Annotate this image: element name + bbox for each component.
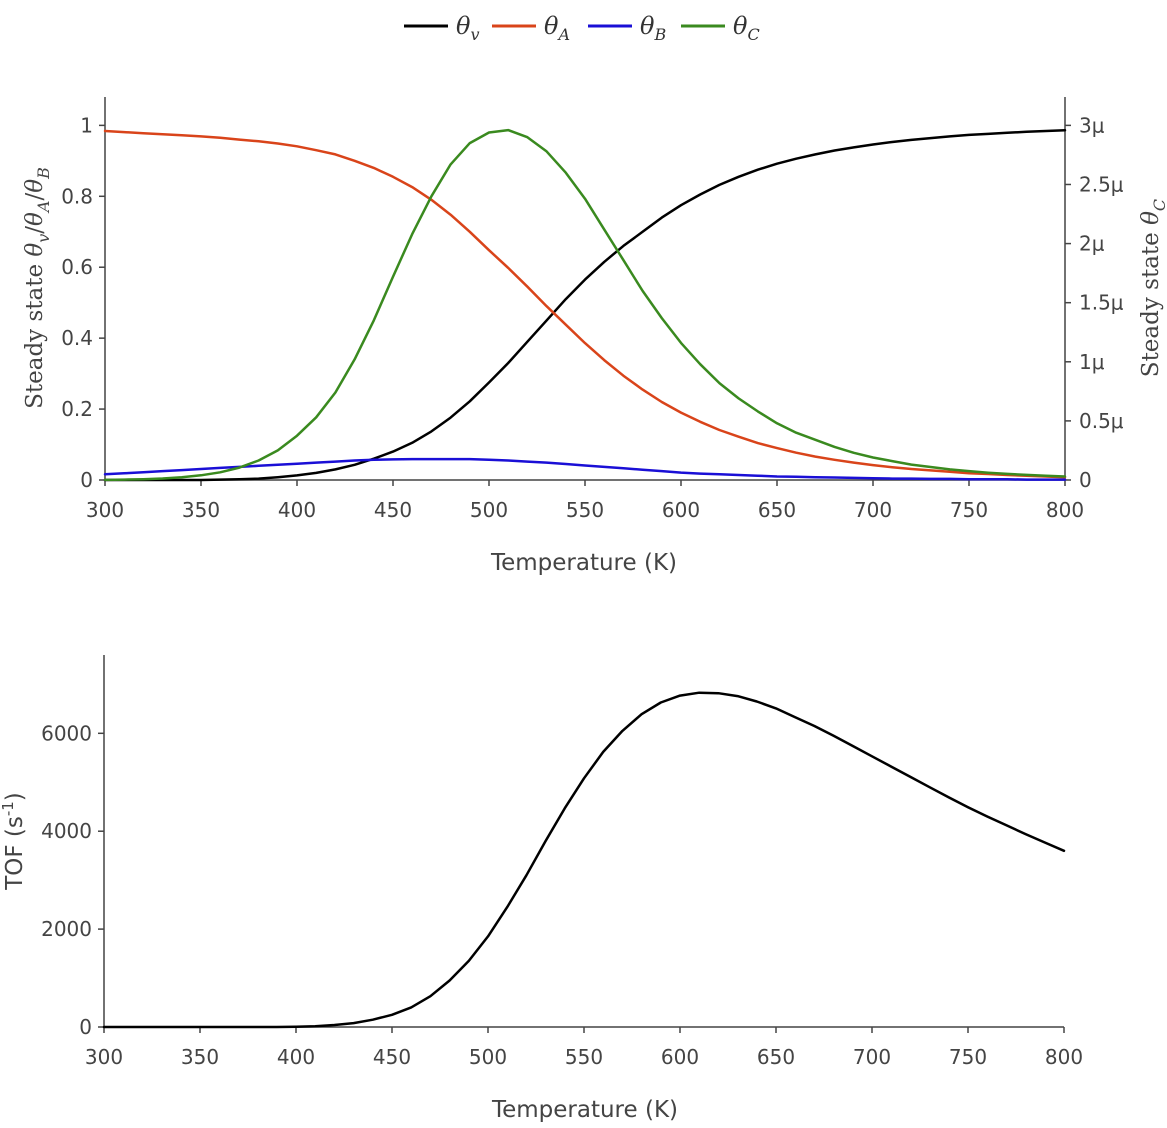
tof-y-tick-label: 4000	[41, 819, 92, 843]
tof-y-axis-title: TOF (s-1)	[0, 792, 28, 891]
tof-x-tick-label: 500	[469, 1045, 507, 1069]
chart-legend: θv θA θB θC	[404, 12, 760, 44]
tof-series-line-0	[102, 691, 1066, 1029]
y2-tick-label: 0	[1079, 468, 1092, 492]
tof-x-tick-label: 300	[85, 1045, 123, 1069]
y-tick-label: 0.8	[61, 184, 93, 208]
legend-label-2: θB	[640, 12, 666, 44]
x-tick-label: 450	[374, 498, 412, 522]
y2-tick-label: 1μ	[1079, 350, 1105, 374]
series-line-3	[103, 128, 1067, 482]
y2-tick-label: 0.5μ	[1079, 409, 1124, 433]
x-tick-label: 650	[758, 498, 796, 522]
x-tick-label: 550	[566, 498, 604, 522]
x-tick-label: 500	[470, 498, 508, 522]
y-tick-label: 1	[80, 113, 93, 137]
legend-label-3: θC	[733, 12, 760, 44]
y2-tick-label: 2.5μ	[1079, 172, 1124, 196]
y-tick-label: 0.2	[61, 397, 93, 421]
y-tick-label: 0	[80, 468, 93, 492]
x-tick-label: 700	[854, 498, 892, 522]
tof-plot: 300 350 400 450 500 550 600 650 700 750 800 0 2000 40…	[0, 655, 1083, 1123]
y2-tick-label: 3μ	[1079, 113, 1105, 137]
x-tick-label: 800	[1046, 498, 1084, 522]
tof-x-tick-label: 600	[661, 1045, 699, 1069]
series-line-2	[103, 457, 1067, 481]
tof-x-axis-title: Temperature (K)	[491, 1097, 678, 1123]
x-tick-label: 400	[278, 498, 316, 522]
x-tick-label: 600	[662, 498, 700, 522]
x-tick-label: 300	[86, 498, 124, 522]
tof-x-tick-label: 350	[181, 1045, 219, 1069]
coverage-plot: 300 350 400 450 500 550 600 650 700 750 800 0 0.2 0.4…	[22, 97, 1167, 576]
legend-label-0: θv	[456, 12, 480, 44]
tof-x-tick-label: 550	[565, 1045, 603, 1069]
tof-x-tick-label: 450	[373, 1045, 411, 1069]
series-line-1	[103, 129, 1067, 479]
tof-y-tick-label: 2000	[41, 917, 92, 941]
tof-x-tick-label: 800	[1045, 1045, 1083, 1069]
y-tick-label: 0.6	[61, 255, 93, 279]
left-y-axis-title: Steady state θv/θA/θB	[22, 167, 53, 409]
tof-x-tick-label: 650	[757, 1045, 795, 1069]
x-axis-title: Temperature (K)	[490, 550, 677, 576]
tof-x-tick-label: 700	[853, 1045, 891, 1069]
legend-label-1: θA	[544, 12, 570, 44]
x-tick-label: 750	[950, 498, 988, 522]
tof-y-tick-label: 6000	[41, 721, 92, 745]
x-tick-label: 350	[182, 498, 220, 522]
series-line-0	[103, 129, 1067, 482]
right-y-axis-title: Steady state θC	[1138, 199, 1167, 377]
y2-tick-label: 2μ	[1079, 232, 1105, 256]
tof-x-tick-label: 750	[949, 1045, 987, 1069]
y-tick-label: 0.4	[61, 326, 93, 350]
tof-x-tick-label: 400	[277, 1045, 315, 1069]
tof-y-tick-label: 0	[79, 1015, 92, 1039]
y2-tick-label: 1.5μ	[1079, 291, 1124, 315]
